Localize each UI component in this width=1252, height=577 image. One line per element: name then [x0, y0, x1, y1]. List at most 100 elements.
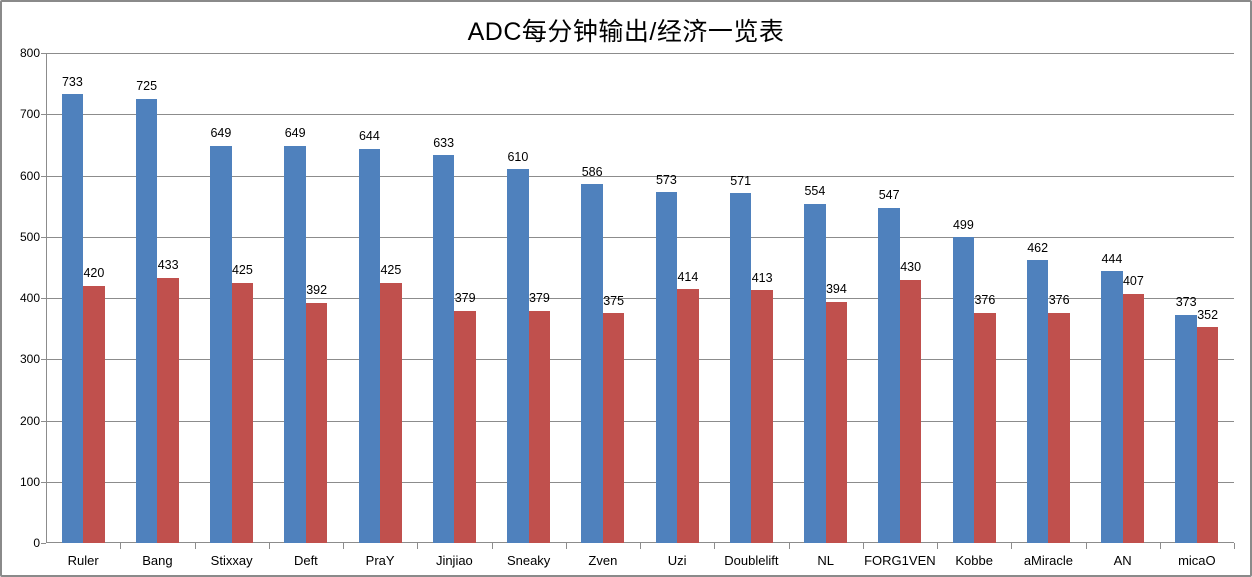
bar-series-2 [974, 312, 996, 543]
x-axis-label: Bang [142, 553, 173, 568]
x-axis-tick [343, 543, 344, 549]
y-axis-line [46, 53, 47, 543]
x-axis-label: Uzi [667, 553, 687, 568]
y-axis-tick [41, 298, 46, 299]
x-axis-tick [1085, 543, 1087, 549]
bar-value-label: 644 [358, 129, 380, 144]
y-axis-tick [41, 543, 46, 544]
y-axis-tick [41, 420, 46, 422]
bar-series-2 [528, 310, 551, 543]
bar-series-1 [210, 145, 232, 543]
bar-value-label: 376 [974, 293, 996, 308]
y-axis-label: 700 [19, 107, 40, 122]
x-axis-tick [1234, 543, 1235, 549]
y-axis-tick [41, 114, 46, 116]
bar-value-label: 379 [454, 291, 476, 306]
x-axis-tick [194, 543, 196, 549]
x-axis-tick [120, 543, 122, 549]
bar-series-1 [804, 203, 826, 543]
x-axis-label: Sneaky [506, 553, 551, 568]
x-axis-tick [417, 543, 419, 549]
x-axis-label: micaO [1178, 553, 1216, 568]
y-axis-tick [41, 236, 46, 238]
bar-value-label: 573 [655, 172, 677, 187]
bar-series-2 [825, 301, 848, 543]
x-axis-label: Ruler [67, 553, 99, 568]
gridline [46, 420, 1234, 422]
x-axis-label: FORG1VEN [864, 553, 936, 568]
bar-series-2 [157, 277, 179, 543]
x-axis-label: Doublelift [724, 553, 779, 568]
gridline [46, 175, 1234, 177]
x-axis-label: aMiracle [1023, 553, 1073, 568]
bar-value-label: 420 [83, 266, 105, 281]
x-axis-tick [491, 543, 493, 549]
y-axis-tick [41, 359, 46, 361]
x-axis-label: Jinjiao [435, 553, 473, 568]
bar-value-label: 425 [380, 263, 402, 278]
bar-value-label: 376 [1048, 293, 1070, 308]
bar-series-1 [1175, 314, 1197, 543]
bar-series-1 [432, 155, 455, 543]
bar-series-1 [61, 94, 84, 543]
bar-series-1 [1101, 271, 1123, 543]
bar-value-label: 733 [61, 74, 83, 89]
x-axis-tick [565, 543, 567, 549]
bar-series-1 [507, 169, 529, 543]
y-axis-label: 200 [19, 413, 40, 428]
y-axis-tick [41, 481, 46, 483]
bar-series-2 [1048, 312, 1070, 543]
y-axis-label: 100 [19, 474, 40, 489]
bar-series-2 [454, 310, 476, 543]
gridline [46, 114, 1234, 116]
bar-value-label: 649 [284, 126, 306, 140]
bar-series-2 [1122, 293, 1145, 543]
bar-value-label: 444 [1101, 251, 1123, 266]
y-axis-label: 600 [19, 168, 40, 183]
bar-series-1 [1026, 260, 1049, 543]
bar-value-label: 407 [1122, 274, 1144, 289]
y-axis-label: 400 [19, 291, 40, 305]
y-axis-label: 800 [19, 46, 40, 60]
bar-value-label: 725 [136, 79, 158, 94]
bar-series-2 [751, 290, 773, 543]
bar-series-2 [677, 289, 699, 543]
x-axis-tick [937, 543, 938, 549]
x-axis-line [46, 542, 1234, 543]
x-axis-label: Kobbe [955, 553, 993, 568]
bar-series-2 [305, 302, 328, 543]
x-axis-tick [640, 543, 641, 549]
gridline [46, 298, 1234, 299]
x-axis-tick [268, 543, 270, 549]
gridline [46, 481, 1234, 483]
x-axis-tick [714, 543, 716, 549]
bar-value-label: 610 [507, 149, 529, 164]
bar-series-2 [602, 313, 625, 543]
bar-value-label: 379 [528, 291, 550, 306]
x-axis-tick [788, 543, 790, 549]
x-axis-label: Zven [588, 553, 618, 568]
x-axis-tick [1011, 543, 1013, 549]
bar-series-1 [878, 207, 900, 543]
bar-value-label: 633 [433, 135, 455, 150]
bar-series-1 [655, 192, 678, 543]
bar-series-1 [581, 184, 603, 543]
x-axis-tick [862, 543, 864, 549]
bar-series-1 [135, 98, 158, 543]
bar-value-label: 373 [1175, 295, 1197, 310]
bar-value-label: 425 [231, 263, 253, 278]
y-axis-label: 500 [19, 229, 40, 244]
gridline [46, 53, 1234, 54]
y-axis-tick [41, 175, 46, 177]
bar-series-2 [83, 285, 105, 543]
gridline [46, 236, 1234, 238]
x-axis-label: AN [1113, 553, 1132, 568]
bar-value-label: 375 [603, 293, 625, 308]
chart-title: ADC每分钟输出/经济一览表 [467, 18, 785, 46]
x-axis-label: NL [817, 553, 834, 568]
bar-series-2 [899, 279, 922, 543]
bar-value-label: 462 [1027, 240, 1049, 255]
bar-series-2 [231, 282, 254, 543]
bar-value-label: 571 [730, 173, 752, 188]
bar-value-label: 352 [1197, 307, 1219, 322]
